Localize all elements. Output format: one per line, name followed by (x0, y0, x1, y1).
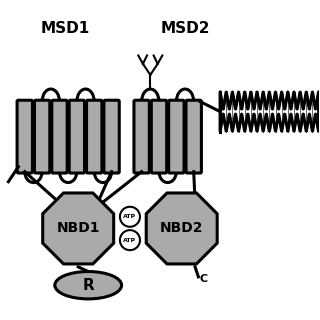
FancyBboxPatch shape (169, 100, 184, 173)
FancyBboxPatch shape (17, 100, 32, 173)
FancyBboxPatch shape (134, 100, 149, 173)
FancyBboxPatch shape (69, 100, 84, 173)
Ellipse shape (55, 272, 122, 299)
Circle shape (120, 230, 140, 250)
Text: NBD1: NBD1 (56, 221, 100, 236)
Text: MSD1: MSD1 (40, 20, 90, 36)
Polygon shape (220, 92, 319, 132)
Polygon shape (43, 193, 114, 264)
Text: ATP: ATP (124, 238, 137, 243)
FancyBboxPatch shape (35, 100, 50, 173)
Text: MSD2: MSD2 (160, 20, 210, 36)
FancyBboxPatch shape (186, 100, 201, 173)
FancyBboxPatch shape (52, 100, 67, 173)
Text: ATP: ATP (124, 214, 137, 219)
FancyBboxPatch shape (151, 100, 167, 173)
Text: NBD2: NBD2 (160, 221, 204, 236)
Polygon shape (146, 193, 217, 264)
FancyBboxPatch shape (104, 100, 119, 173)
Text: R: R (82, 278, 94, 293)
Circle shape (120, 207, 140, 227)
FancyBboxPatch shape (86, 100, 102, 173)
Text: C: C (199, 274, 207, 284)
